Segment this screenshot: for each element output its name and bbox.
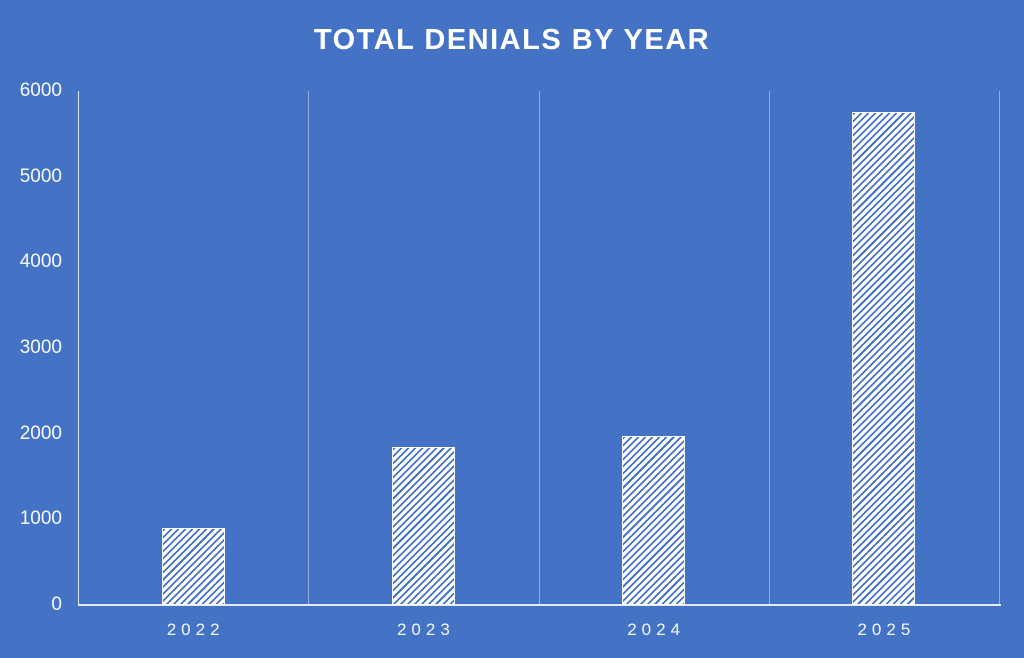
chart-title: TOTAL DENIALS BY YEAR — [313, 24, 711, 56]
vertical-gridline — [308, 91, 310, 605]
y-axis-line — [78, 91, 79, 605]
y-axis-tick-label: 1000 — [19, 508, 62, 530]
x-axis-line — [78, 604, 1001, 606]
y-axis-tick-label: 4000 — [19, 251, 62, 273]
bar-2025 — [852, 112, 916, 605]
plot-area — [78, 91, 1000, 605]
bar-2023 — [391, 446, 455, 605]
vertical-gridline — [768, 91, 770, 605]
x-axis-category-label: 2024 — [627, 620, 686, 639]
x-axis-category-label: 2022 — [166, 620, 225, 639]
x-axis-category-label: 2023 — [396, 620, 455, 639]
bar-2024 — [622, 436, 686, 605]
y-axis-tick-label: 5000 — [19, 165, 62, 187]
y-axis-tick-label: 6000 — [19, 80, 62, 101]
vertical-gridline — [538, 91, 540, 605]
vertical-gridline — [999, 91, 1000, 605]
bar-2022 — [161, 527, 225, 605]
y-axis-tick-label: 3000 — [19, 337, 62, 358]
y-axis-tick-label: 2000 — [19, 422, 62, 444]
x-axis-category-label: 2025 — [857, 620, 916, 639]
y-axis-tick-label: 0 — [51, 594, 62, 615]
